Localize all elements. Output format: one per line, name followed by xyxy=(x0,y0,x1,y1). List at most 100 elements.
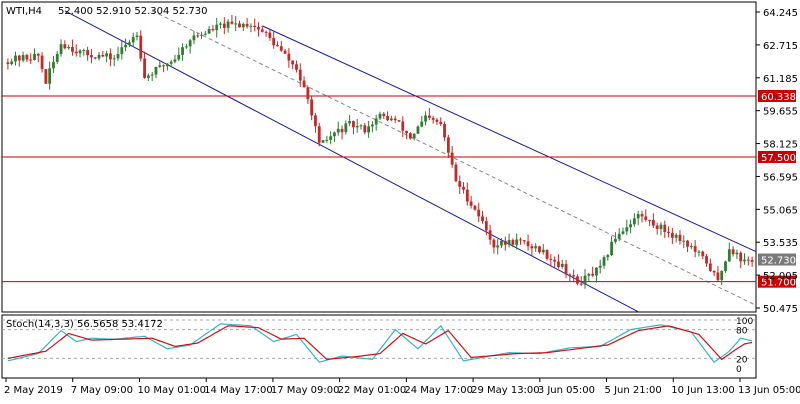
time-tick-label: 7 May 09:00 xyxy=(71,385,133,396)
candle-body xyxy=(462,186,465,190)
candle-body xyxy=(720,270,724,281)
channel-upper-line xyxy=(262,25,757,253)
candle-body xyxy=(553,259,557,262)
time-tick-label: 3 Jun 05:00 xyxy=(538,385,595,396)
candle-body xyxy=(606,255,610,258)
candle-body xyxy=(651,219,655,226)
candle-body xyxy=(363,125,367,133)
candle-body xyxy=(739,252,743,262)
candle-body xyxy=(587,273,591,276)
candle-body xyxy=(534,246,538,249)
candle-body xyxy=(454,164,458,182)
candle-body xyxy=(279,46,283,51)
stoch-tick-label: 0 xyxy=(736,365,742,375)
candle-body xyxy=(686,240,689,247)
candle-body xyxy=(724,261,727,271)
candle-body xyxy=(283,50,287,54)
candle-body xyxy=(344,123,348,133)
price-tick-label: 62.715 xyxy=(763,41,798,52)
candle-body xyxy=(389,118,393,121)
candle-body xyxy=(264,31,268,33)
candle-body xyxy=(36,53,40,56)
candle-body xyxy=(439,121,443,125)
candle-body xyxy=(682,240,686,242)
candle-body xyxy=(226,21,230,28)
time-tick-label: 22 May 01:00 xyxy=(338,385,407,396)
time-tick-label: 5 Jun 21:00 xyxy=(605,385,662,396)
candle-body xyxy=(617,233,621,239)
candle-body xyxy=(29,59,33,61)
candle-body xyxy=(522,240,526,242)
candle-body xyxy=(473,205,477,210)
candle-body xyxy=(382,113,386,117)
candle-body xyxy=(526,241,530,247)
candle-body xyxy=(169,61,173,64)
candle-body xyxy=(310,99,314,116)
candle-body xyxy=(644,216,648,220)
candle-body xyxy=(272,37,276,46)
candle-body xyxy=(549,258,553,260)
trend-channel xyxy=(64,10,757,313)
candle-body xyxy=(583,275,587,285)
candle-body xyxy=(177,54,181,60)
last-price-tag xyxy=(758,253,796,266)
candle-body xyxy=(401,121,405,131)
candle-body xyxy=(131,37,135,43)
candle-body xyxy=(139,35,143,59)
candle-body xyxy=(93,57,97,59)
candle-body xyxy=(503,240,507,245)
horizontal-levels: 60.338 57.500 51.700 52.730 xyxy=(2,89,796,289)
candle-body xyxy=(44,69,48,84)
stoch-title: Stoch(14,3,3) 56.5658 53.4172 xyxy=(6,319,163,330)
candle-body xyxy=(424,115,427,122)
candle-body xyxy=(629,224,632,228)
candle-body xyxy=(101,54,105,57)
candle-body xyxy=(48,68,52,84)
candle-body xyxy=(678,234,682,241)
candle-body xyxy=(598,265,602,268)
candle-body xyxy=(708,263,712,271)
candle-body xyxy=(481,216,484,222)
level-price-label: 51.700 xyxy=(761,278,796,289)
candle-body xyxy=(397,120,401,122)
candle-body xyxy=(435,119,439,122)
candle-body xyxy=(321,140,325,143)
candle-body xyxy=(97,54,101,59)
price-tick-label: 59.655 xyxy=(763,107,798,118)
candle-body xyxy=(500,240,503,246)
candle-body xyxy=(241,23,245,28)
candle-body xyxy=(412,133,416,139)
candle-body xyxy=(655,225,659,229)
time-tick-label: 14 May 17:00 xyxy=(204,385,273,396)
price-tick-label: 56.595 xyxy=(763,172,798,183)
candle-body xyxy=(188,40,192,47)
candle-body xyxy=(632,218,636,225)
candle-body xyxy=(25,55,29,60)
candle-body xyxy=(192,35,196,41)
candle-body xyxy=(245,23,249,27)
candle-body xyxy=(317,126,321,143)
candle-body xyxy=(492,239,496,248)
candle-body xyxy=(355,125,359,128)
candle-body xyxy=(591,273,595,276)
stoch-tick-label: 20 xyxy=(736,355,748,365)
candle-body xyxy=(735,252,739,255)
candle-body xyxy=(538,246,541,253)
candle-body xyxy=(564,263,568,275)
candle-body xyxy=(253,25,257,28)
candle-body xyxy=(743,259,746,262)
price-tick-label: 53.535 xyxy=(763,238,798,249)
candle-body xyxy=(154,66,158,75)
candle-body xyxy=(443,124,446,138)
candle-body xyxy=(165,63,169,67)
candle-body xyxy=(109,53,112,60)
candle-body xyxy=(602,257,606,266)
time-tick-label: 17 May 09:00 xyxy=(271,385,340,396)
stoch-tick-label: 80 xyxy=(736,327,748,337)
candle-body xyxy=(727,249,731,262)
candle-body xyxy=(621,231,625,234)
candle-body xyxy=(128,42,131,45)
candle-body xyxy=(746,259,750,261)
candle-body xyxy=(59,44,63,54)
